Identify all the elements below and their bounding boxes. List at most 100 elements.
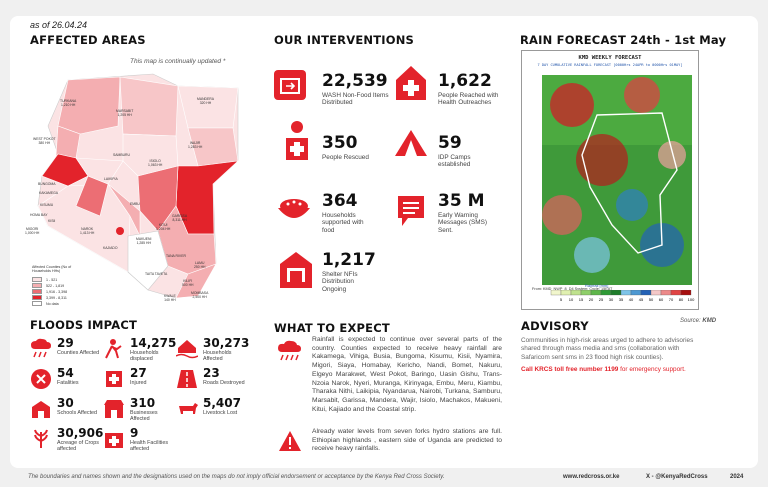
county-label-lamu: LAMU 250 HH (194, 261, 206, 269)
forecast-source: Source: KMD (680, 318, 717, 324)
rescuer-icon (280, 120, 314, 169)
footer-website[interactable]: www.redcross.or.ke (563, 474, 620, 480)
toll-free-number[interactable]: Call KRCS toll free number 1199 (521, 366, 619, 373)
food-bowl-icon (276, 194, 312, 229)
colorbar-tick: 25 (599, 297, 604, 302)
colorbar-tick: 50 (649, 297, 654, 302)
legend-item: No data (32, 301, 74, 307)
flood-impact-value: 5,407 (203, 396, 241, 410)
report-date: as of 26.04.24 (30, 20, 88, 30)
county-label-samburu: SAMBURU (113, 153, 130, 157)
business-icon (103, 398, 125, 425)
flood-impact-label: Counties Affected (57, 350, 100, 356)
county-label-homa-bay: HOMA BAY (30, 213, 48, 217)
flood-impact-value: 14,275 (130, 336, 177, 350)
colorbar-tick: 60 (659, 297, 664, 302)
fatality-icon (30, 368, 52, 395)
county-label-makueni: MAKUENI 1,285 HH (136, 237, 152, 245)
flood-impact-value: 30 (57, 396, 74, 410)
county-label-mandera: MANDERA 320 HH (197, 97, 214, 105)
county-label-kilifi: KILIFI 500 HH (182, 279, 194, 287)
intervention-value: 350 (322, 133, 358, 153)
flood-impact-label: Households Affected (203, 350, 232, 363)
expect-title: WHAT TO EXPECT (274, 321, 390, 335)
colorbar-tick: 30 (609, 297, 614, 302)
colorbar-swatch (650, 290, 662, 296)
colorbar-tick: 15 (579, 297, 584, 302)
county-label-laikipia: LAIKIPIA (104, 177, 118, 181)
flood-impact-label: Households displaced (130, 350, 159, 363)
footer-year: 2024 (730, 474, 744, 480)
expect-paragraph-1: Rainfall is expected to continue over se… (312, 336, 502, 413)
rainfall-map (542, 75, 692, 285)
forecast-title: RAIN FORECAST 24th - 1st May (520, 33, 727, 47)
colorbar-tick: 35 (619, 297, 624, 302)
county-label-tana-river: TANA RIVER (166, 254, 186, 258)
warning-icon (278, 430, 302, 457)
flood-impact-label: Acreage of Crops affected (57, 440, 99, 453)
county-label-kisumu: KISUMU (40, 203, 54, 207)
intervention-label: Households supported with food (322, 212, 364, 234)
colorbar-swatch (660, 290, 672, 296)
colorbar-swatch (630, 290, 642, 296)
flood-impact-value: 54 (57, 366, 74, 380)
colorbar-tick: 40 (629, 297, 634, 302)
forecast-map-panel: KMD WEEKLY FORECAST 7 DAY CUMULATIVE RAI… (521, 50, 699, 310)
intervention-value: 364 (322, 191, 358, 211)
intervention-value: 59 (438, 133, 462, 153)
legend-item: 3,399 - 8,311 (32, 295, 74, 301)
advisory-call: Call KRCS toll free number 1199 for emer… (521, 366, 686, 373)
intervention-value: 22,539 (322, 71, 388, 91)
county-label-marsabit: MARSABIT 1,205 HH (116, 109, 134, 117)
county-label-kakamega: KAKAMEGA (39, 191, 59, 195)
legend-item: 1 - 521 (32, 277, 74, 283)
displaced-person-icon (103, 338, 125, 365)
intervention-value: 1,622 (438, 71, 492, 91)
interventions-title: OUR INTERVENTIONS (274, 33, 415, 47)
expect-paragraph-2: Already water levels from seven forks hy… (312, 428, 502, 453)
county-label-garissa: GARISSA 8,311 HH (172, 214, 188, 222)
forecast-map-title: KMD WEEKLY FORECAST (578, 55, 642, 61)
flood-impact-value: 30,273 (203, 336, 250, 350)
road-icon (176, 368, 198, 395)
county-label-kisii: KISII (48, 219, 56, 223)
advisory-title: ADVISORY (521, 319, 589, 333)
flood-impact-value: 23 (203, 366, 220, 380)
colorbar-swatch (640, 290, 652, 296)
colorbar-swatch (570, 290, 582, 296)
county-label-isiolo: ISIOLO 1,063 HH (148, 159, 163, 167)
forecast-map-footer: From: KMD_NWP_8_D4 System: Cycle: 15EAT (532, 287, 613, 291)
flood-impact-value: 30,906 (57, 426, 104, 440)
message-icon (396, 194, 426, 233)
county-label-migori: MIGORI 1,000 HH (25, 227, 40, 235)
rain-cloud-icon (276, 340, 302, 367)
intervention-value: 35 M (438, 191, 485, 211)
county-label-kwale: KWALE 140 HH (164, 294, 176, 302)
colorbar-swatch (680, 290, 692, 296)
map-legend: Affected Counties (No of Households HHs)… (32, 265, 74, 307)
county-label-turkana: TURKANA 1,210 HH (60, 99, 77, 107)
colorbar-tick: 70 (669, 297, 674, 302)
flood-impact-value: 310 (130, 396, 156, 410)
intervention-label: People Rescued (322, 154, 369, 161)
flood-impact-label: Fatalities (57, 380, 79, 386)
county-label-kitui: KITUI 1,204 HH (156, 223, 171, 231)
map-note: This map is continually updated * (130, 58, 226, 65)
affected-areas-title: AFFECTED AREAS (30, 33, 146, 47)
crops-icon (30, 428, 52, 455)
flood-impact-value: 27 (130, 366, 147, 380)
flood-impact-label: Injured (130, 380, 147, 386)
county-label-kajiado: KAJIADO (103, 246, 118, 250)
medical-kit-icon (394, 64, 428, 107)
health-facility-icon (103, 428, 125, 455)
county-label-bungoma: BUNGOMA (38, 182, 56, 186)
county-label-taita-taveta: TAITA TAVETA (145, 272, 168, 276)
intervention-value: 1,217 (322, 250, 376, 270)
county-label-west-pokot: WEST POKOT 380 HH (33, 137, 56, 145)
intervention-label: IDP Camps established (438, 154, 471, 169)
flood-impact-value: 9 (130, 426, 139, 440)
footer-social[interactable]: X - @KenyaRedCross (646, 474, 708, 480)
school-icon (30, 398, 52, 425)
floods-title: FLOODS IMPACT (30, 318, 138, 332)
colorbar-tick: 45 (639, 297, 644, 302)
